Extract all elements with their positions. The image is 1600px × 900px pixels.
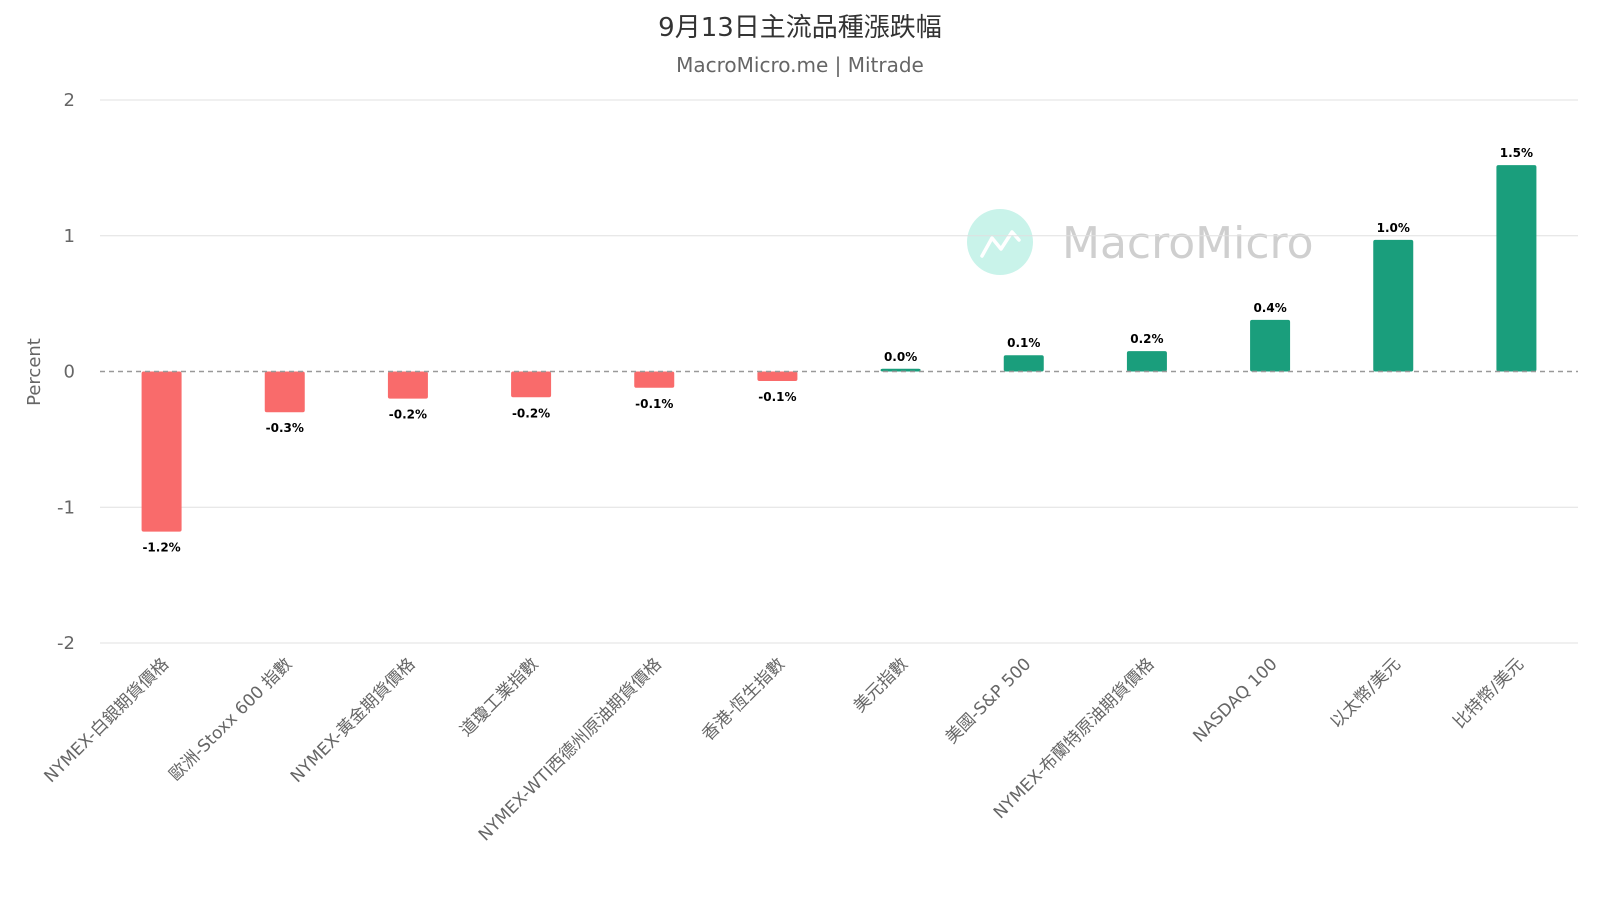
chart-title: 9月13日主流品種漲跌幅 [658,13,942,43]
data-label: -0.2% [389,408,427,422]
bar [1250,319,1291,372]
bar [1496,165,1537,372]
watermark: MacroMicro [967,209,1314,275]
bar [1373,239,1414,372]
watermark-text: MacroMicro [1062,218,1314,269]
watermark-logo-circle [967,209,1033,275]
category-labels: NYMEX-白銀期貨價格歐洲-Stoxx 600 指數NYMEX-黃金期貨價格道… [41,654,1528,845]
data-label: -1.2% [142,541,180,555]
x-tick-label: NYMEX-黃金期貨價格 [287,654,420,787]
data-label: 0.0% [884,350,917,364]
bar [1003,355,1044,372]
data-label: 1.5% [1500,146,1533,160]
bar [1126,351,1167,372]
data-label: -0.2% [512,406,550,420]
bar [387,371,428,399]
bar [141,371,182,532]
x-tick-label: 歐洲-Stoxx 600 指數 [166,654,297,785]
x-tick-label: 比特幣/美元 [1450,654,1528,732]
data-label: -0.1% [635,397,673,411]
x-tick-label: 美元指數 [850,654,912,716]
bar [634,371,675,388]
y-tick-label: -2 [57,633,75,654]
y-tick-label: -1 [57,497,75,518]
bar [264,371,305,413]
x-tick-label: 香港-恆生指數 [698,654,789,745]
bars [100,165,1578,532]
data-label: 0.1% [1007,336,1040,350]
data-label: 0.2% [1130,332,1163,346]
data-label: 0.4% [1253,301,1286,315]
data-label: -0.1% [758,390,796,404]
x-tick-label: 道瓊工業指數 [456,654,542,740]
bar [511,371,552,398]
chart-subtitle: MacroMicro.me | Mitrade [676,53,924,77]
data-label: 1.0% [1377,221,1410,235]
data-label: -0.3% [266,421,304,435]
x-tick-label: 以太幣/美元 [1326,654,1404,732]
x-tick-label: 美國-S&P 500 [942,654,1036,748]
grid-lines: 2 1 0 -1 -2 [57,90,1578,654]
y-tick-label: 2 [64,90,75,111]
watermark-logo-icon [980,230,1021,258]
data-labels: -1.2% -0.3% -0.2% -0.2% -0.1% -0.1% 0.0% 0.1% 0.… [142,146,1533,555]
y-tick-label: 1 [64,226,75,247]
x-tick-label: NASDAQ 100 [1189,654,1281,746]
y-tick-label: 0 [64,362,75,383]
x-tick-label: NYMEX-白銀期貨價格 [41,654,174,787]
bar [757,371,798,382]
y-axis-label: Percent [24,338,45,406]
